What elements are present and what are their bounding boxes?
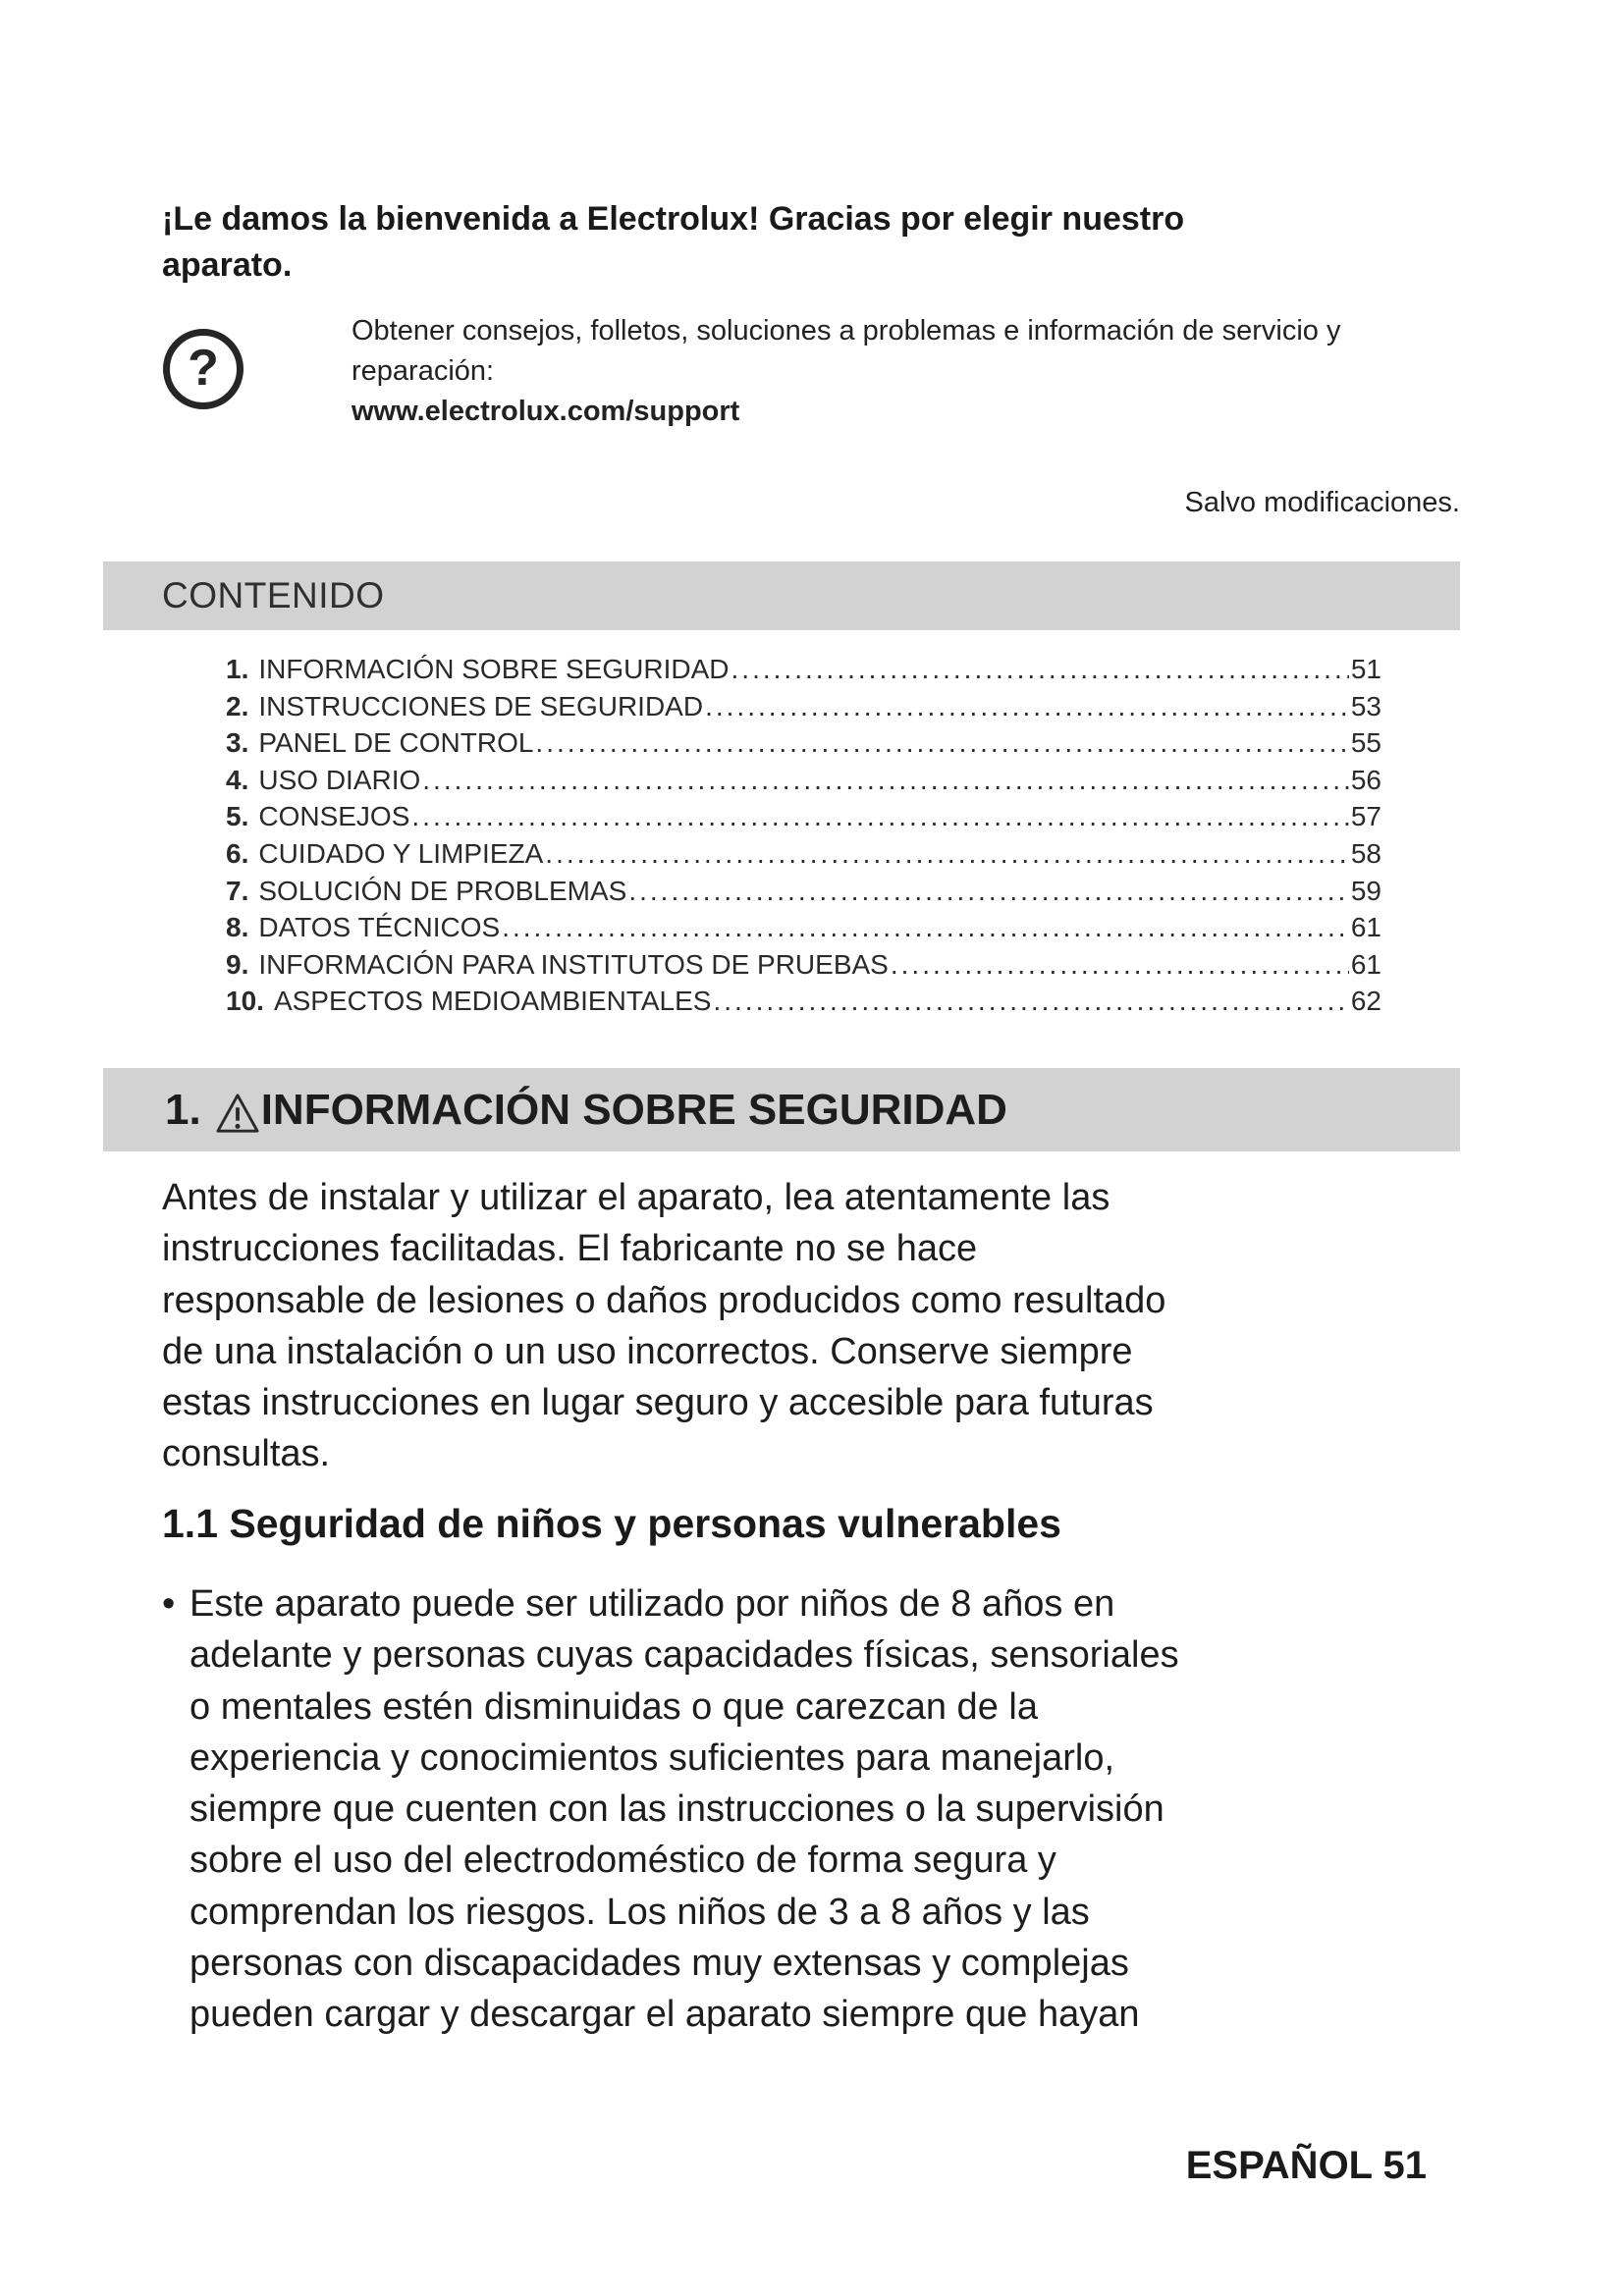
toc-item-page-number: 62 <box>1350 986 1381 1017</box>
toc-item-page-number: 61 <box>1350 948 1381 980</box>
toc-item-page-number: 53 <box>1350 690 1381 721</box>
toc-item-page-number: 51 <box>1350 654 1381 684</box>
bullet-text: Este aparato puede ser utilizado por niñ… <box>189 1583 1179 2036</box>
toc-row: 5. CONSEJOS 57 <box>226 798 1381 835</box>
question-mark-glyph: ? <box>188 340 219 397</box>
toc-item-title: ASPECTOS MEDIOAMBIENTALES <box>273 986 712 1017</box>
bullet-item: • Este aparato puede ser utilizado por n… <box>162 1578 1179 2041</box>
toc-row: 3. PANEL DE CONTROL 55 <box>226 724 1381 762</box>
section-number: 1. <box>165 1085 201 1134</box>
toc-item-number: 6. <box>226 837 249 869</box>
section-intro-paragraph: Antes de instalar y utilizar el aparato,… <box>162 1177 1166 1475</box>
toc-row: 2. INSTRUCCIONES DE SEGURIDAD 53 <box>226 688 1381 725</box>
toc-row: 8. DATOS TÉCNICOS 61 <box>226 909 1381 946</box>
toc-item-title: INFORMACIÓN SOBRE SEGURIDAD <box>258 654 730 684</box>
toc-item-number: 7. <box>226 875 249 906</box>
question-mark-icon: ? <box>163 329 244 409</box>
toc-dotted-leader <box>545 835 1349 873</box>
page-footer: ESPAÑOL 51 <box>1185 2144 1427 2187</box>
welcome-heading: ¡Le damos la bienvenida a Electrolux! Gr… <box>162 200 1185 284</box>
toc-item-page-number: 61 <box>1350 912 1381 943</box>
toc-dotted-leader <box>502 909 1349 946</box>
toc-item-title: DATOS TÉCNICOS <box>258 912 501 943</box>
toc-item-page-number: 59 <box>1350 875 1381 906</box>
section-header-bar: 1. INFORMACIÓN SOBRE SEGURIDAD <box>103 1068 1460 1151</box>
toc-dotted-leader <box>891 946 1349 984</box>
toc-row: 9. INFORMACIÓN PARA INSTITUTOS DE PRUEBA… <box>226 946 1381 984</box>
support-info: Obtener consejos, folletos, soluciones a… <box>352 311 1340 432</box>
toc-item-number: 9. <box>226 948 249 980</box>
subsection-heading: 1.1 Seguridad de niños y personas vulner… <box>162 1501 1061 1546</box>
contents-header: CONTENIDO <box>162 575 385 615</box>
toc-item-number: 2. <box>226 690 249 721</box>
modifications-notice: Salvo modificaciones. <box>1184 487 1460 518</box>
warning-triangle-icon <box>215 1092 260 1135</box>
toc-dotted-leader <box>731 651 1349 688</box>
toc-item-page-number: 57 <box>1350 801 1381 832</box>
toc-row: 1. INFORMACIÓN SOBRE SEGURIDAD 51 <box>226 651 1381 688</box>
toc-row: 4. USO DIARIO 56 <box>226 762 1381 799</box>
toc-item-number: 3. <box>226 727 249 759</box>
toc-item-number: 10. <box>226 986 264 1017</box>
toc-item-number: 4. <box>226 764 249 795</box>
support-url: www.electrolux.com/support <box>352 396 740 427</box>
toc-item-page-number: 58 <box>1350 837 1381 869</box>
toc-item-title: PANEL DE CONTROL <box>258 727 534 759</box>
toc-item-page-number: 55 <box>1350 727 1381 759</box>
toc-item-title: INFORMACIÓN PARA INSTITUTOS DE PRUEBAS <box>258 948 889 980</box>
toc-item-title: CONSEJOS <box>258 801 410 832</box>
toc-dotted-leader <box>535 724 1348 762</box>
toc-dotted-leader <box>705 688 1349 725</box>
toc-dotted-leader <box>628 873 1349 910</box>
table-of-contents: 1. INFORMACIÓN SOBRE SEGURIDAD 51 2. INS… <box>226 651 1381 1020</box>
toc-item-title: SOLUCIÓN DE PROBLEMAS <box>258 875 627 906</box>
toc-item-number: 5. <box>226 801 249 832</box>
section-header: 1. INFORMACIÓN SOBRE SEGURIDAD <box>165 1086 1007 1135</box>
toc-row: 10. ASPECTOS MEDIOAMBIENTALES 62 <box>226 983 1381 1020</box>
toc-item-title: INSTRUCCIONES DE SEGURIDAD <box>258 690 704 721</box>
toc-dotted-leader <box>411 798 1348 835</box>
toc-row: 7. SOLUCIÓN DE PROBLEMAS 59 <box>226 873 1381 910</box>
contents-header-bar: CONTENIDO <box>103 561 1460 630</box>
support-text: Obtener consejos, folletos, soluciones a… <box>352 315 1341 387</box>
section-title: INFORMACIÓN SOBRE SEGURIDAD <box>260 1085 1007 1134</box>
toc-row: 6. CUIDADO Y LIMPIEZA 58 <box>226 835 1381 873</box>
toc-item-number: 1. <box>226 654 249 684</box>
toc-dotted-leader <box>422 762 1349 799</box>
toc-item-title: USO DIARIO <box>258 764 421 795</box>
toc-item-number: 8. <box>226 912 249 943</box>
toc-dotted-leader <box>713 983 1348 1020</box>
bullet-marker: • <box>162 1583 176 1625</box>
toc-item-title: CUIDADO Y LIMPIEZA <box>258 837 544 869</box>
toc-item-page-number: 56 <box>1350 764 1381 795</box>
